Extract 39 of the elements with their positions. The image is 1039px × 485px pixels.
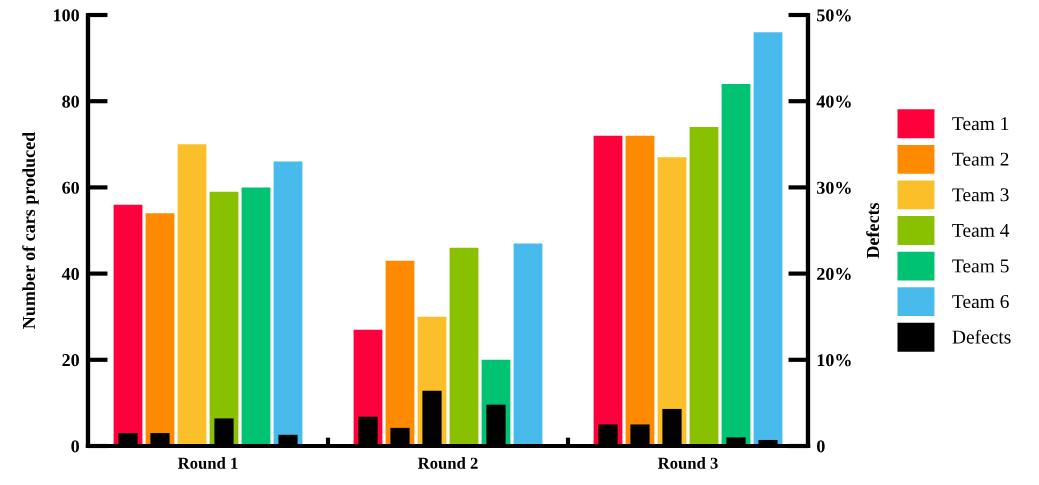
legend-label: Team 1 [952, 117, 1009, 131]
bar [513, 243, 543, 446]
legend-label: Team 2 [952, 152, 1009, 166]
legend-label: Team 5 [952, 259, 1009, 273]
y2-tick-label: 30% [817, 181, 851, 194]
x-tick-label: Round 1 [177, 457, 238, 469]
bar [177, 144, 207, 446]
bar [113, 204, 143, 446]
y2-tick-label: 50% [817, 9, 851, 22]
y-tick-label: 60 [62, 181, 79, 194]
y-tick-label: 20 [62, 354, 79, 367]
bar [721, 83, 751, 446]
y-tick-label: 80 [62, 95, 79, 108]
bar [689, 127, 719, 446]
legend-label: Team 3 [952, 188, 1009, 202]
bar [593, 135, 623, 446]
y-tick-label: 0 [71, 440, 79, 453]
y2-tick-label: 0 [817, 440, 825, 453]
bar [273, 161, 303, 446]
bar [241, 187, 271, 446]
legend-label: Team 4 [952, 223, 1010, 237]
bar [145, 213, 175, 446]
legend-label: Defects [952, 329, 1011, 344]
bar [449, 247, 479, 446]
y-axis-title: Number of cars produced [22, 131, 39, 329]
y-tick-label: 100 [54, 9, 79, 22]
y2-tick-label: 20% [817, 267, 851, 281]
bar [753, 32, 783, 446]
x-tick-label: Round 3 [657, 457, 718, 469]
bar [625, 135, 655, 446]
y2-tick-label: 10% [817, 354, 851, 367]
bar [209, 191, 239, 446]
y2-axis-title: Defects [866, 202, 880, 259]
x-tick-label: Round 2 [417, 457, 478, 469]
bar [385, 260, 415, 446]
y-tick-label: 40 [61, 267, 79, 281]
legend-label: Team 6 [952, 295, 1009, 309]
bar [657, 157, 687, 446]
y2-tick-label: 40% [816, 95, 851, 108]
